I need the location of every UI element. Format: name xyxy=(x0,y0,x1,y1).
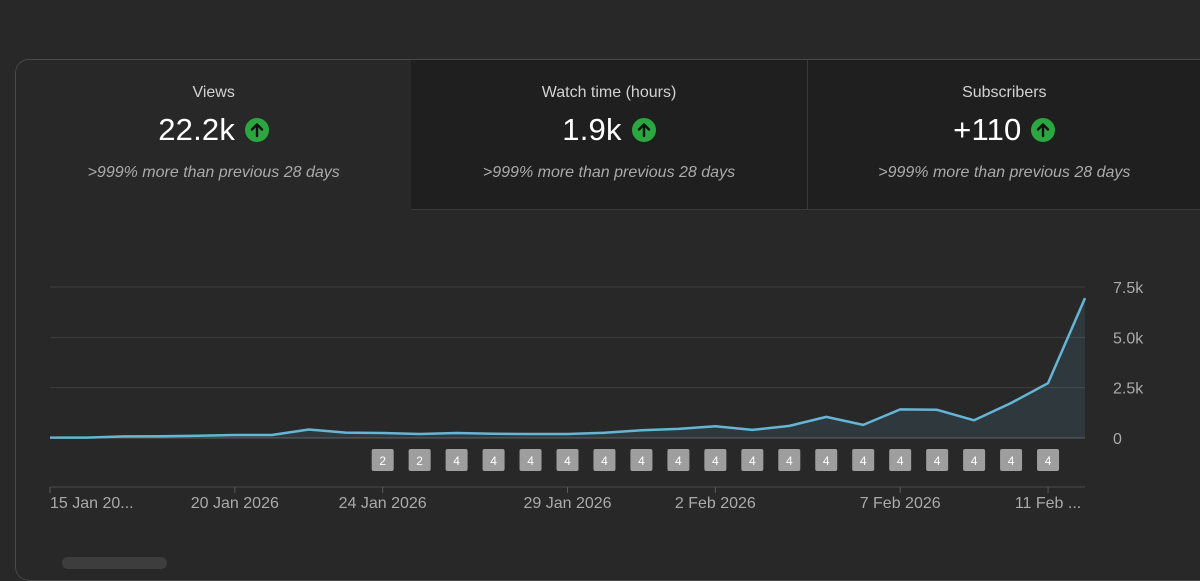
metric-title: Subscribers xyxy=(962,84,1047,101)
event-marker-label: 4 xyxy=(712,454,719,468)
event-marker xyxy=(1037,449,1060,471)
metric-title: Views xyxy=(192,84,235,101)
x-tick-label: 24 Jan 2026 xyxy=(339,495,427,512)
event-marker xyxy=(926,449,949,471)
x-tick-label: 2 Feb 2026 xyxy=(675,495,756,512)
event-marker-label: 4 xyxy=(749,454,756,468)
event-marker xyxy=(445,449,468,471)
event-marker xyxy=(371,449,394,471)
event-marker-label: 4 xyxy=(1008,454,1015,468)
arrow-up-icon xyxy=(1031,118,1056,142)
event-marker-label: 4 xyxy=(638,454,645,468)
views-line-chart: 0 2.5k 5.0k 7.5k 2 2 4 4 4 4 4 4 4 4 4 4 4 4 4 4 4 4 4 15 Jan 2… xyxy=(49,280,1144,512)
x-tick-label: 15 Jan 20... xyxy=(50,495,134,512)
event-marker-label: 4 xyxy=(527,454,534,468)
event-marker-label: 4 xyxy=(490,454,497,468)
tab-views[interactable]: Views 22.2k >999% more than previous 28 … xyxy=(16,60,412,210)
y-tick-label: 5.0k xyxy=(1113,330,1144,347)
event-marker xyxy=(704,449,727,471)
metric-value: 1.9k xyxy=(562,112,622,147)
event-marker xyxy=(593,449,616,471)
tab-watch-time[interactable]: Watch time (hours) 1.9k >999% more than … xyxy=(411,60,807,210)
event-marker-label: 4 xyxy=(823,454,830,468)
event-marker xyxy=(482,449,505,471)
tab-subscribers[interactable]: Subscribers +110 >999% more than previou… xyxy=(806,60,1200,210)
metric-tabs: Views 22.2k >999% more than previous 28 … xyxy=(16,60,1200,210)
event-marker xyxy=(667,449,690,471)
y-tick-label: 0 xyxy=(1113,431,1122,448)
event-marker-label: 2 xyxy=(416,454,423,468)
event-marker-label: 4 xyxy=(786,454,793,468)
event-marker xyxy=(963,449,986,471)
event-marker xyxy=(815,449,838,471)
event-marker-label: 4 xyxy=(934,454,941,468)
metric-title: Watch time (hours) xyxy=(541,84,677,101)
y-tick-label: 2.5k xyxy=(1113,381,1144,398)
event-marker xyxy=(519,449,542,471)
event-marker xyxy=(778,449,801,471)
metric-value: 22.2k xyxy=(158,112,236,147)
event-marker-label: 4 xyxy=(1045,454,1052,468)
area-fill xyxy=(50,298,1085,438)
x-tick-label: 20 Jan 2026 xyxy=(191,495,279,512)
event-marker-label: 4 xyxy=(564,454,571,468)
series-line xyxy=(50,297,1087,439)
event-marker-label: 4 xyxy=(860,454,867,468)
arrow-up-icon xyxy=(631,118,656,142)
event-marker xyxy=(889,449,912,471)
metric-change: >999% more than previous 28 days xyxy=(878,164,1131,181)
event-marker xyxy=(408,449,431,471)
event-marker-label: 4 xyxy=(453,454,460,468)
event-marker-label: 4 xyxy=(971,454,978,468)
event-marker xyxy=(630,449,653,471)
event-marker-label: 4 xyxy=(897,454,904,468)
metric-value: +110 xyxy=(953,112,1022,147)
event-marker xyxy=(741,449,764,471)
x-tick-label: 29 Jan 2026 xyxy=(523,495,611,512)
event-marker-label: 4 xyxy=(601,454,608,468)
event-marker-label: 2 xyxy=(379,454,386,468)
arrow-up-icon xyxy=(245,118,270,142)
analytics-card: Views 22.2k >999% more than previous 28 … xyxy=(15,59,1200,581)
y-tick-label: 7.5k xyxy=(1113,280,1144,297)
x-tick-label: 11 Feb ... xyxy=(1015,495,1081,512)
event-marker-label: 4 xyxy=(675,454,682,468)
event-marker xyxy=(556,449,579,471)
event-marker xyxy=(852,449,875,471)
x-tick-label: 7 Feb 2026 xyxy=(860,495,941,512)
metric-change: >999% more than previous 28 days xyxy=(482,164,736,181)
chart-options-button[interactable] xyxy=(62,557,167,569)
event-marker xyxy=(1000,449,1023,471)
metric-change: >999% more than previous 28 days xyxy=(87,164,340,181)
